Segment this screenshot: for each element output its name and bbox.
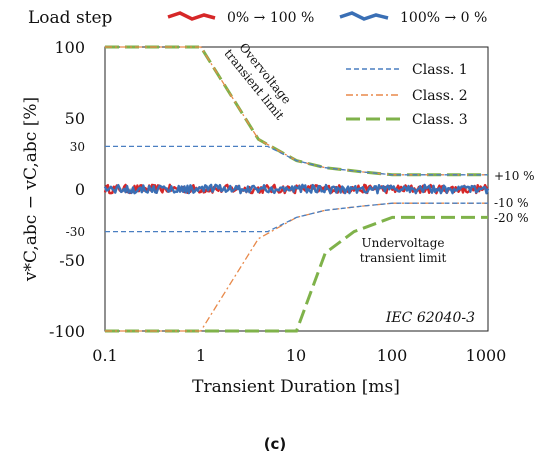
legend-red-label: 0% → 100 % [227,10,314,26]
limit-class-1-lower [105,202,488,233]
limit-curves [105,45,488,333]
legend-class1-label: Class. 1 [412,62,468,78]
xtick-1: 1 [196,346,206,365]
legend-red-swatch [167,11,216,21]
ytick-neg30: -30 [66,225,85,239]
standard-label: IEC 62040-3 [385,310,475,326]
ytick-0: 0 [75,180,85,199]
xtick-100: 100 [377,346,408,365]
legend-top-title: Load step [28,8,113,28]
minus20-label: -20 % [494,211,529,225]
xtick-1000: 1000 [466,346,507,365]
legend-inner: Class. 1 Class. 2 Class. 3 [346,62,468,128]
ytick-30: 30 [70,140,85,154]
legend-blue-swatch [339,11,389,21]
ytick-neg50: -50 [59,251,85,270]
limit-class-1-upper [105,145,488,176]
limit-class-3-lower [105,215,488,333]
limit-class-2-lower [105,202,488,332]
legend-top: Load step 0% → 100 % 100% → 0 % [28,8,487,28]
y-axis-label: v*C,abc − vC,abc [%] [21,97,41,282]
xtick-10: 10 [286,346,306,365]
ytick-50: 50 [65,109,85,128]
legend-blue-label: 100% → 0 % [400,10,487,26]
legend-class3-label: Class. 3 [412,112,468,128]
plus10-label: +10 % [494,169,535,183]
undervoltage-label-1: Undervoltage [362,236,445,250]
undervoltage-label-2: transient limit [360,251,447,265]
caption: (c) [264,435,287,453]
ytick-100: 100 [54,38,85,57]
ytick-neg100: -100 [49,322,85,341]
measurement-traces [103,183,490,195]
trace-load-step-down [103,183,490,195]
limit-class-2-upper [105,46,488,176]
xtick-0.1: 0.1 [92,346,117,365]
x-tick-labels: 0.1 1 10 100 1000 [92,346,506,365]
x-axis-label: Transient Duration [ms] [192,377,400,397]
minus10-label: -10 % [494,196,529,210]
legend-class2-label: Class. 2 [412,88,468,104]
y-tick-labels: 100 50 30 0 -30 -50 -100 [49,38,85,341]
